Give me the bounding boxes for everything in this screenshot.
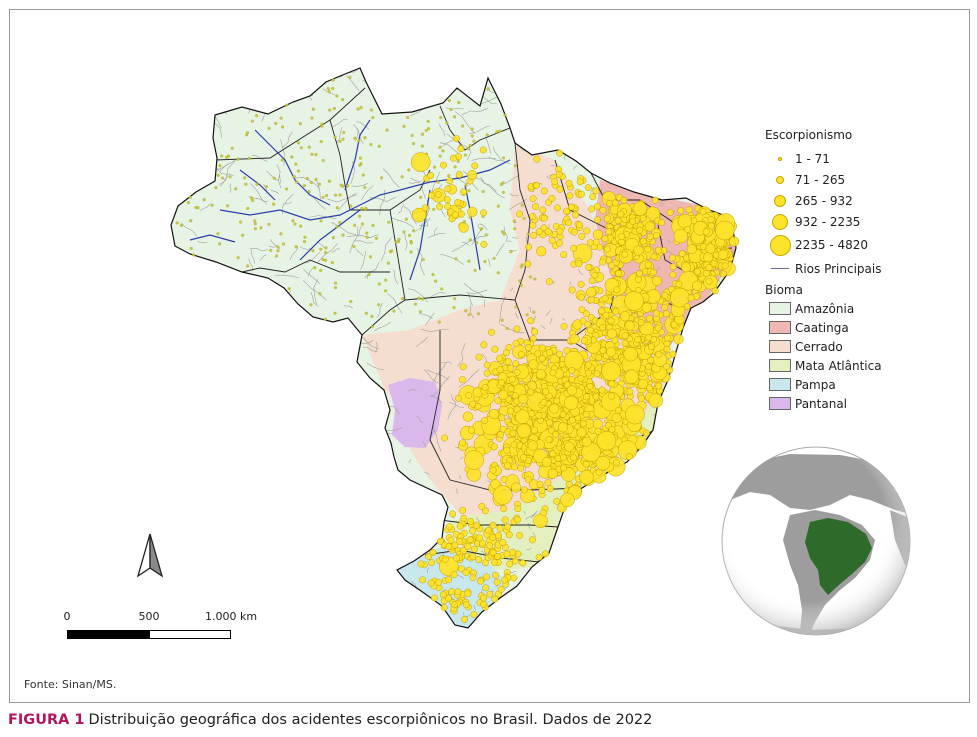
map-legend: Escorpionismo 1 - 71 71 - 265 265 - 932 … <box>765 128 882 413</box>
biome-pantanal-area <box>388 378 442 448</box>
source-note: Fonte: Sinan/MS. <box>24 678 117 691</box>
legend-biome-swatch <box>769 378 791 391</box>
legend-biome-3: Mata Atlântica <box>765 356 882 375</box>
legend-class-4-label: 932 - 2235 <box>795 214 861 229</box>
legend-biome-5: Pantanal <box>765 394 882 413</box>
legend-dot-3 <box>774 194 786 207</box>
figure-caption: FIGURA 1 Distribuição geográfica dos acid… <box>8 712 652 728</box>
legend-class-3: 265 - 932 <box>765 190 882 211</box>
legend-biome-4: Pampa <box>765 375 882 394</box>
legend-biome-swatch <box>769 397 791 410</box>
legend-biome-1: Caatinga <box>765 318 882 337</box>
legend-class-2: 71 - 265 <box>765 169 882 190</box>
legend-biome-label: Amazônia <box>795 301 855 316</box>
legend-biome-title: Bioma <box>765 283 803 297</box>
map-frame: Escorpionismo 1 - 71 71 - 265 265 - 932 … <box>9 9 970 703</box>
legend-dot-4 <box>772 213 788 230</box>
brazil-border <box>170 67 737 629</box>
legend-class-1: 1 - 71 <box>765 148 882 169</box>
legend-class-1-label: 1 - 71 <box>795 151 830 166</box>
scorpion-incidence-points <box>175 75 740 623</box>
legend-biome-list: Amazônia Caatinga Cerrado Mata Atlântica Pam… <box>765 299 882 413</box>
legend-biome-swatch <box>769 302 791 315</box>
legend-class-4: 932 - 2235 <box>765 211 882 232</box>
legend-biome-swatch <box>769 359 791 372</box>
main-rivers <box>189 119 511 281</box>
legend-dot-5 <box>769 234 791 256</box>
scale-label-500: 500 <box>138 610 160 623</box>
legend-rivers: Rios Principais <box>765 258 882 279</box>
scale-segment-white <box>149 630 231 639</box>
scale-bar: 0 500 1.000 km <box>63 610 258 650</box>
legend-biome-0: Amazônia <box>765 299 882 318</box>
legend-biome-2: Cerrado <box>765 337 882 356</box>
legend-class-3-label: 265 - 932 <box>795 193 853 208</box>
legend-class-5-label: 2235 - 4820 <box>795 238 869 252</box>
legend-class-2-label: 71 - 265 <box>795 172 846 187</box>
legend-dot-1 <box>778 156 782 161</box>
north-arrow-icon <box>136 533 164 578</box>
globe-inset <box>721 446 911 636</box>
legend-biome-label: Pampa <box>795 377 836 392</box>
scale-label-0: 0 <box>63 610 71 623</box>
scale-label-1000: 1.000 km <box>204 610 258 623</box>
legend-biome-swatch <box>769 340 791 353</box>
legend-title: Escorpionismo <box>765 128 853 142</box>
legend-rivers-label: Rios Principais <box>795 261 882 276</box>
legend-biome-label: Mata Atlântica <box>795 358 882 373</box>
legend-class-5: 2235 - 4820 <box>765 232 882 258</box>
legend-biome-label: Caatinga <box>795 320 849 335</box>
scale-segment-black <box>67 630 149 639</box>
figure-caption-text: Distribuição geográfica dos acidentes es… <box>88 712 653 728</box>
river-line-icon <box>771 268 789 269</box>
figure-label: FIGURA 1 <box>8 712 85 728</box>
legend-biome-label: Cerrado <box>795 339 843 354</box>
legend-dot-2 <box>776 175 784 184</box>
brazil-map <box>136 67 911 636</box>
legend-biome-label: Pantanal <box>795 396 848 411</box>
legend-biome-swatch <box>769 321 791 334</box>
